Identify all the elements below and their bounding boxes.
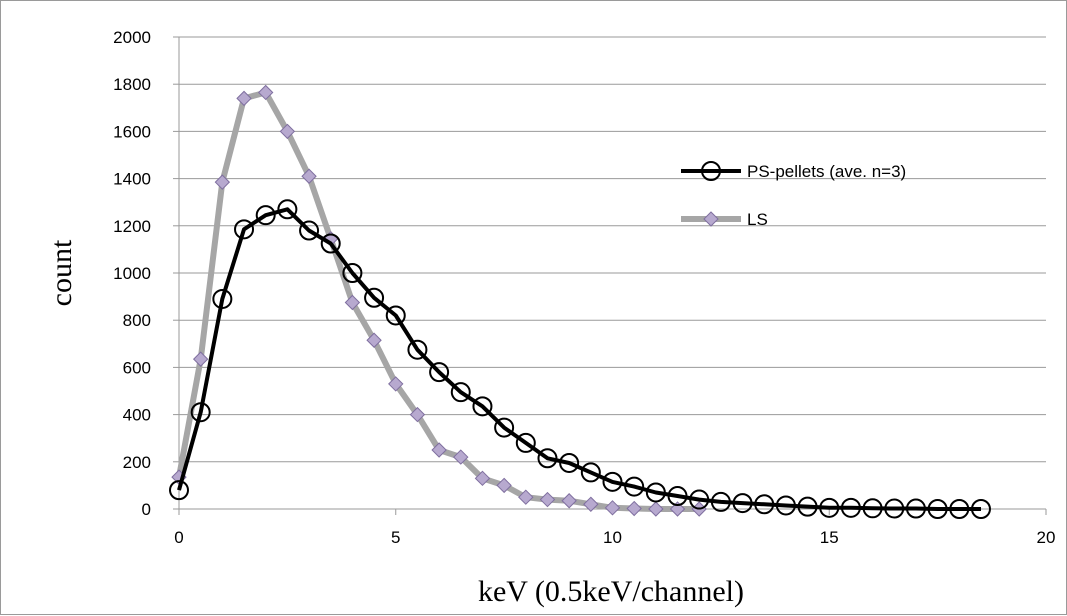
data-point: [559, 452, 580, 473]
data-point: [949, 499, 970, 519]
data-point: [840, 497, 861, 518]
x-axis-title: keV (0.5keV/channel): [478, 575, 744, 608]
x-tick-label: 20: [1037, 528, 1056, 547]
data-point: [279, 123, 296, 140]
axes: [173, 36, 1047, 515]
data-point: [518, 489, 534, 505]
data-point: [212, 288, 233, 309]
legend-item: PS-pellets (ave. n=3): [681, 161, 906, 181]
data-point: [169, 480, 189, 501]
data-point: [626, 500, 642, 517]
data-point: [583, 496, 599, 512]
data-point: [429, 362, 450, 383]
data-point: [366, 332, 382, 348]
data-point: [689, 489, 710, 510]
y-tick-label: 1200: [113, 217, 151, 236]
data-point: [754, 494, 775, 515]
legend: PS-pellets (ave. n=3) LS: [681, 161, 906, 229]
data-point: [236, 90, 252, 107]
data-point: [580, 462, 601, 483]
tick-labels: 0 200 400 600 800 1000 1200 1400 1600 1800 2000 0 5 1…: [113, 28, 1055, 547]
data-point: [474, 470, 491, 487]
x-tick-label: 0: [174, 528, 183, 547]
legend-label: PS-pellets (ave. n=3): [747, 162, 906, 181]
data-point: [234, 219, 255, 240]
data-point: [388, 376, 404, 392]
data-point: [320, 233, 341, 254]
x-tick-label: 10: [603, 528, 622, 547]
data-point: [561, 493, 577, 509]
data-point: [214, 174, 231, 190]
data-point: [407, 339, 428, 360]
y-axis-title: count: [45, 239, 78, 306]
series-layer: [169, 84, 991, 519]
data-point: [255, 205, 276, 226]
data-point: [539, 491, 556, 508]
data-point: [431, 442, 447, 458]
data-point: [472, 396, 493, 417]
data-point: [299, 220, 320, 241]
y-tick-label: 200: [123, 453, 151, 472]
grid-lines: [179, 36, 1046, 510]
data-point: [450, 382, 471, 403]
data-point: [342, 263, 363, 283]
data-point: [496, 477, 512, 494]
data-point: [301, 168, 317, 184]
data-point: [775, 495, 796, 516]
data-point: [257, 84, 274, 101]
data-point: [927, 499, 948, 519]
data-point: [602, 471, 623, 492]
series-ps-pellets: [169, 199, 991, 519]
data-point: [190, 402, 211, 423]
data-point: [667, 486, 688, 507]
legend-marker: [701, 161, 721, 181]
data-point: [604, 500, 621, 516]
data-point: [192, 351, 209, 367]
data-point: [364, 287, 385, 308]
series-line: [177, 207, 981, 511]
legend-item: LS: [681, 210, 768, 229]
data-point: [797, 496, 818, 517]
y-tick-label: 1400: [113, 170, 151, 189]
y-tick-label: 1000: [113, 264, 151, 283]
y-tick-label: 2000: [113, 28, 151, 47]
data-point: [732, 493, 753, 514]
data-point: [277, 199, 298, 220]
data-point: [537, 448, 558, 469]
data-point: [453, 449, 469, 465]
data-point: [385, 305, 406, 326]
legend-label: LS: [747, 210, 768, 229]
data-point: [409, 406, 426, 423]
data-point: [970, 499, 991, 519]
series-ls: [171, 84, 707, 517]
data-point: [862, 498, 883, 519]
data-point: [645, 482, 666, 503]
data-point: [624, 476, 645, 497]
data-point: [669, 501, 686, 517]
data-point: [884, 498, 905, 519]
y-tick-label: 0: [142, 500, 151, 519]
data-point: [494, 417, 515, 438]
data-point: [344, 294, 361, 311]
data-point: [515, 432, 536, 453]
y-tick-label: 600: [123, 358, 151, 377]
y-tick-label: 800: [123, 311, 151, 330]
x-tick-label: 15: [820, 528, 839, 547]
y-tick-label: 400: [123, 406, 151, 425]
x-tick-label: 5: [391, 528, 400, 547]
legend-marker: [703, 211, 719, 227]
data-point: [710, 491, 731, 512]
y-tick-label: 1600: [113, 122, 151, 141]
data-point: [819, 497, 840, 518]
data-point: [905, 498, 926, 519]
data-point: [648, 501, 664, 517]
y-tick-label: 1800: [113, 75, 151, 94]
